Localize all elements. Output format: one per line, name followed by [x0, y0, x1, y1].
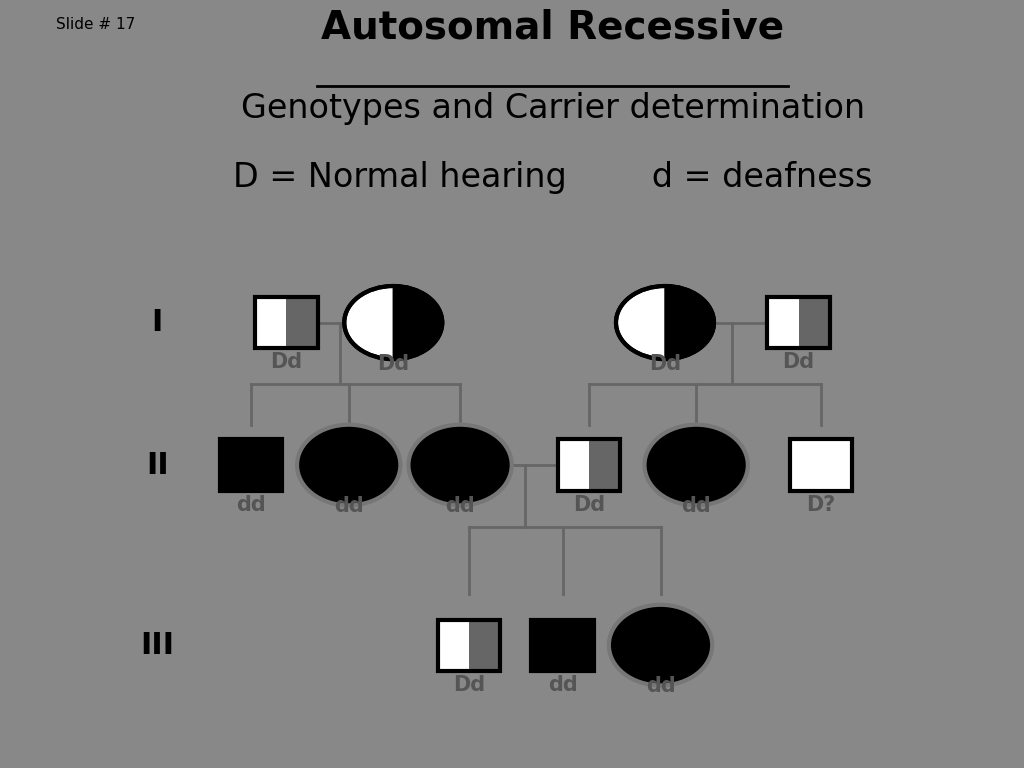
Ellipse shape — [609, 605, 713, 685]
Bar — [589, 439, 621, 491]
Text: D?: D? — [806, 495, 836, 515]
Text: Dd: Dd — [649, 354, 681, 374]
Bar — [767, 297, 799, 348]
Bar — [531, 620, 594, 670]
Text: Dd: Dd — [453, 674, 485, 695]
Text: Dd: Dd — [270, 352, 302, 372]
Text: III: III — [140, 631, 174, 660]
Text: Genotypes and Carrier determination: Genotypes and Carrier determination — [241, 92, 865, 125]
Ellipse shape — [297, 425, 400, 505]
Text: dd: dd — [236, 495, 265, 515]
Bar — [558, 439, 621, 491]
Text: Dd: Dd — [377, 354, 410, 374]
Polygon shape — [393, 286, 442, 359]
Text: Dd: Dd — [573, 495, 605, 515]
Bar — [438, 620, 500, 670]
Text: Slide # 17: Slide # 17 — [56, 17, 135, 32]
Bar — [287, 297, 317, 348]
Bar — [767, 297, 829, 348]
Text: I: I — [152, 308, 163, 337]
Ellipse shape — [409, 425, 512, 505]
Bar — [255, 297, 287, 348]
Bar — [790, 439, 852, 491]
Polygon shape — [665, 286, 714, 359]
Bar — [558, 439, 589, 491]
Ellipse shape — [644, 425, 748, 505]
Ellipse shape — [344, 286, 442, 359]
Text: dd: dd — [334, 496, 364, 516]
Text: Autosomal Recessive: Autosomal Recessive — [322, 8, 784, 47]
Text: dd: dd — [445, 496, 475, 516]
Text: dd: dd — [646, 677, 676, 697]
Bar — [255, 297, 317, 348]
Bar — [799, 297, 829, 348]
Text: II: II — [145, 451, 169, 479]
Text: dd: dd — [548, 674, 578, 695]
Text: Dd: Dd — [782, 352, 815, 372]
Bar — [438, 620, 469, 670]
Text: D = Normal hearing        d = deafness: D = Normal hearing d = deafness — [233, 161, 872, 194]
Text: dd: dd — [681, 496, 711, 516]
Bar — [219, 439, 282, 491]
Bar — [469, 620, 500, 670]
Ellipse shape — [616, 286, 714, 359]
